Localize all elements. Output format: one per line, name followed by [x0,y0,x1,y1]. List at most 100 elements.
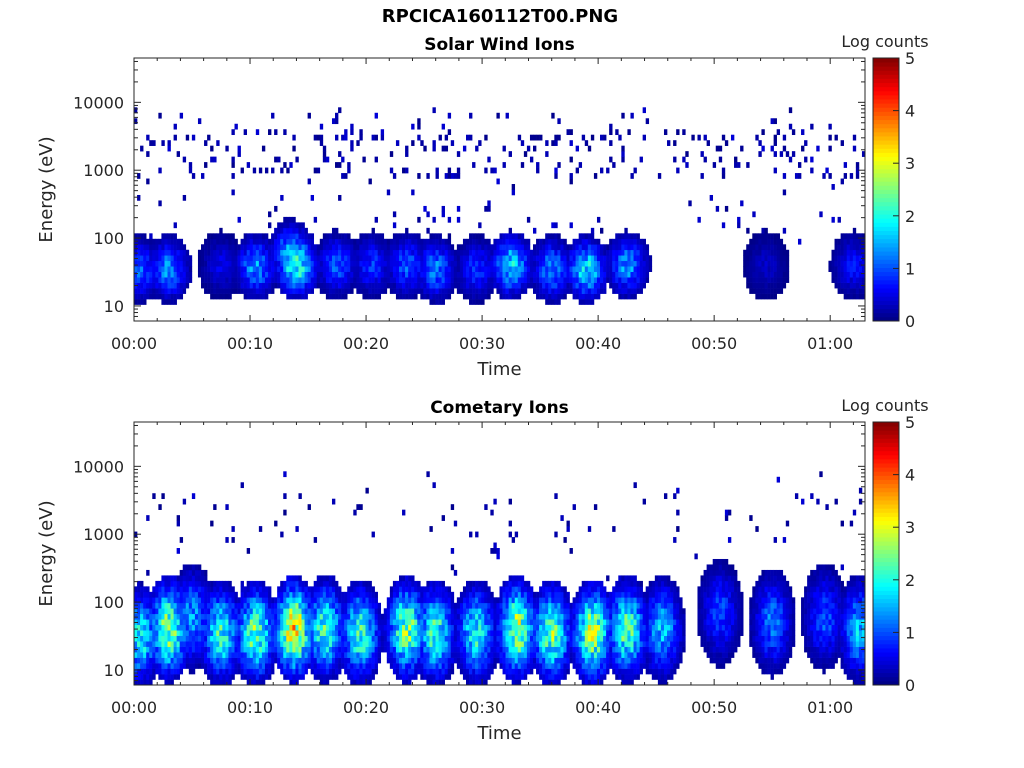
heatmap-cell [441,635,445,642]
heatmap-cell [207,238,211,245]
heatmap-cell [435,668,439,675]
heatmap-cell [325,255,330,262]
heatmap-cell [271,646,275,653]
heatmap-cell [843,162,848,168]
heatmap-cell [149,233,153,240]
heatmap-cell [359,613,363,620]
heatmap-cell [749,282,753,289]
heatmap-cell [417,277,421,283]
heatmap-cell [462,597,467,604]
heatmap-cell [277,222,281,229]
heatmap-cell [225,255,229,262]
heatmap-cell [359,597,363,604]
heatmap-cell [533,271,537,278]
heatmap-cell [170,260,174,267]
heatmap-cell [222,613,226,620]
heatmap-cell [319,244,324,251]
heatmap-cell [298,260,302,267]
heatmap-cell [252,293,257,300]
heatmap-cell [462,646,467,653]
heatmap-cell [280,646,284,653]
heatmap-cell [533,260,537,267]
heatmap-cell [213,288,217,294]
heatmap-cell [548,255,552,262]
heatmap-cell [255,129,260,136]
heatmap-cell [225,145,229,152]
heatmap-cell [505,613,509,620]
heatmap-cell [472,613,476,620]
heatmap-cell [264,624,269,631]
heatmap-cell [362,591,366,598]
heatmap-cell [243,129,247,136]
heatmap-cell [432,608,436,615]
heatmap-cell [204,580,208,587]
heatmap-cell [472,266,476,272]
heatmap-cell [219,255,223,262]
heatmap-cell [344,646,348,653]
heatmap-cell [630,249,634,256]
heatmap-cell [237,657,241,664]
heatmap-cell [502,271,506,278]
heatmap-cell [283,619,287,626]
heatmap-cell [298,293,302,300]
heatmap-cell [164,586,168,593]
heatmap-cell [319,663,324,669]
heatmap-cell [487,657,491,664]
heatmap-cell [331,282,336,289]
heatmap-cell [846,266,851,272]
heatmap-cell [213,260,217,267]
heatmap-cell [402,266,406,272]
heatmap-cell [246,657,251,664]
heatmap-cell [423,608,427,615]
heatmap-cell [185,134,190,141]
heatmap-cell [603,271,607,278]
heatmap-cell [191,569,196,576]
heatmap-cell [268,652,272,658]
heatmap-cell [304,613,308,620]
heatmap-cell [277,271,281,278]
heatmap-cell [295,591,299,598]
heatmap-cell [301,233,305,240]
colorbar-segment [873,160,899,166]
heatmap-cell [371,282,375,289]
heatmap-cell [155,608,159,615]
heatmap-cell [213,635,217,642]
heatmap-cell [167,266,171,272]
heatmap-cell [216,277,220,283]
heatmap-cell [225,635,229,642]
heatmap-cell [630,173,634,179]
heatmap-cell [566,129,570,136]
heatmap-cell [167,299,171,305]
heatmap-cell [797,173,802,179]
heatmap-cell [453,266,458,272]
heatmap-cell [179,619,184,626]
heatmap-cell [313,635,318,642]
heatmap-cell [140,597,144,604]
heatmap-cell [338,668,342,675]
heatmap-cell [188,635,193,642]
heatmap-cell [377,613,382,620]
heatmap-cell [380,244,385,251]
heatmap-cell [852,288,857,294]
heatmap-cell [137,233,141,240]
heatmap-cell [155,663,159,669]
heatmap-cell [566,260,570,267]
colorbar-segment [873,255,899,260]
heatmap-cell [499,238,503,245]
heatmap-cell [429,630,433,636]
heatmap-cell [271,624,275,631]
heatmap-cell [268,271,272,278]
heatmap-cell [417,233,421,240]
colorbar-segment [873,115,899,121]
heatmap-cell [304,630,308,636]
heatmap-cell [566,249,570,256]
heatmap-cell [188,624,193,631]
heatmap-cell [335,619,339,626]
heatmap-cell [526,271,531,278]
solar-wind-ions-title: Solar Wind Ions [424,35,575,55]
heatmap-cell [392,613,397,620]
heatmap-cell [313,167,318,174]
heatmap-cell [438,260,442,267]
heatmap-cell [469,277,473,283]
heatmap-cell [380,249,385,256]
